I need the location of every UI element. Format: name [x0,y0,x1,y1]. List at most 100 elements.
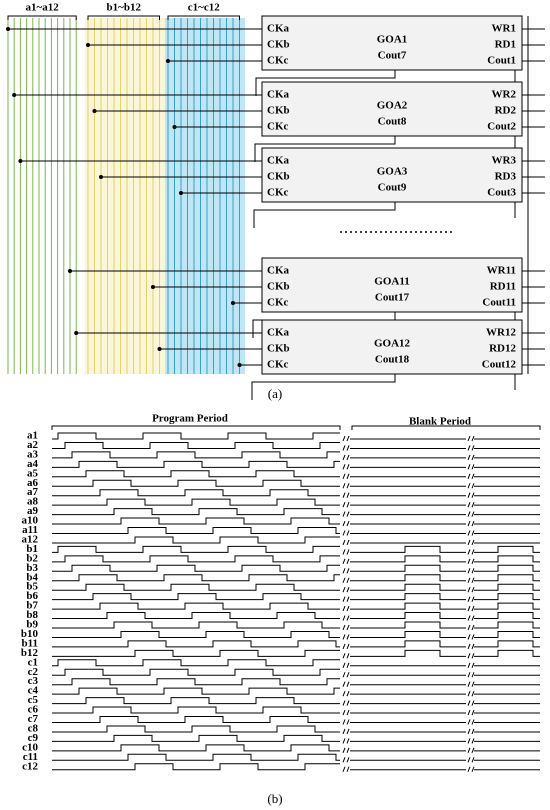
junction [231,301,235,305]
break-mark [342,596,350,602]
cout-input: Cout18 [375,354,410,366]
break-mark [467,672,475,678]
input-pin: CKa [267,155,290,167]
break-mark [342,738,350,744]
waveform [52,621,540,629]
group-label: b1~b12 [107,2,142,14]
break-mark [342,568,350,574]
break-mark [342,766,350,772]
break-mark [467,435,475,442]
signal-label: b6 [26,590,38,602]
junction [92,109,97,113]
waveform [52,508,540,516]
goa-name: GOA12 [374,338,411,350]
period-bracket [51,425,341,430]
waveform [52,536,540,544]
signal-label: c8 [28,722,39,734]
waveform [52,479,540,487]
signal-label: c1 [28,656,38,668]
break-mark [467,738,475,744]
signal-label: c10 [22,741,38,753]
output-pin: WR3 [492,155,517,167]
output-pin: Cout1 [487,55,516,67]
junction [6,27,10,31]
waveform [52,451,540,459]
input-pin: CKc [267,121,289,133]
waveform [52,744,540,752]
break-mark [342,615,350,621]
break-mark [342,605,350,612]
break-mark [342,700,350,706]
break-mark [342,483,350,489]
junction [179,191,183,195]
break-mark [342,445,350,451]
break-mark [342,473,350,479]
waveform [52,734,540,742]
feedback-wire [253,202,516,228]
waveform [52,441,540,449]
input-pin: CKa [267,89,290,101]
output-pin: RD3 [495,171,517,183]
signal-label: b12 [21,647,39,659]
signal-label: b3 [26,562,38,574]
junction [172,125,177,129]
break-mark [342,747,350,754]
input-pin: CKa [267,23,290,35]
break-mark [467,511,475,517]
break-mark [467,719,475,725]
break-mark [342,435,350,442]
output-pin: Cout11 [482,297,516,309]
waveform [52,602,540,610]
junction [157,347,162,351]
group-bracket [87,15,160,20]
break-mark [467,577,475,583]
waveform [52,593,540,601]
output-pin: Cout12 [482,359,517,371]
break-mark [342,672,350,678]
break-mark [342,690,350,697]
feedback-wire [251,374,516,400]
break-mark [467,757,475,763]
c-bus-shade [165,18,245,374]
output-pin: RD11 [490,281,516,293]
waveform [52,470,540,478]
output-pin: Cout2 [487,121,516,133]
signal-label: a2 [27,439,39,451]
break-mark [467,653,475,659]
signal-label: c2 [28,666,39,678]
break-mark [467,605,475,612]
caption-a: (a) [268,386,282,401]
goa-name: GOA11 [374,276,409,288]
break-mark [467,728,475,735]
break-mark [342,634,350,640]
break-mark [467,445,475,451]
junction [151,285,155,289]
break-mark [342,643,350,650]
input-pin: CKc [267,297,289,309]
goa-block [261,319,523,375]
waveform [52,574,540,582]
break-mark [467,634,475,640]
break-mark [342,624,350,631]
signal-label: a3 [27,448,39,460]
signal-label: a12 [22,533,39,545]
signal-label: c4 [28,685,39,697]
junction [18,159,23,163]
junction [166,59,170,63]
break-mark [467,454,475,461]
waveform [52,725,540,733]
signal-label: a7 [27,486,39,498]
junction [86,43,90,47]
junction [99,175,103,179]
signal-label: b4 [26,571,38,583]
break-mark [467,709,475,716]
period-label: Blank Period [409,416,471,428]
signal-label: b5 [26,581,38,593]
break-mark [467,681,475,687]
cout-input: Cout9 [378,182,407,194]
break-mark [467,624,475,631]
break-mark [467,662,475,668]
break-mark [342,653,350,659]
signal-label: a1 [27,430,38,442]
break-mark [342,681,350,687]
